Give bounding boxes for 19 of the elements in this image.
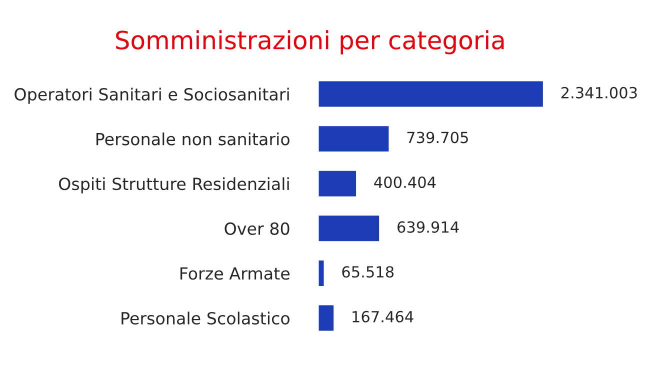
y-tick-label: Operatori Sanitari e Sociosanitari [14,88,289,104]
bar [318,259,326,288]
y-tick-label: Ospiti Strutture Residenziali [59,177,289,194]
data-label: 639.914 [398,221,459,233]
data-label: 400.404 [374,176,436,188]
y-tick-label: Forze Armate [180,267,290,280]
data-label: 167.464 [352,310,414,322]
data-label: 739.705 [407,132,468,144]
bar [318,304,335,332]
y-tick-label: Over 80 [224,222,290,235]
data-label: 2.341.003 [561,86,637,98]
chart-title: Somministrazioni per categoria [116,30,504,54]
y-tick-label: Personale Scolastico [122,312,290,325]
bar [318,214,380,243]
bar [318,169,358,198]
data-label: 65.518 [342,266,394,278]
y-tick-label: Personale non sanitario [96,132,290,146]
bar [318,80,544,108]
bar [318,124,390,153]
